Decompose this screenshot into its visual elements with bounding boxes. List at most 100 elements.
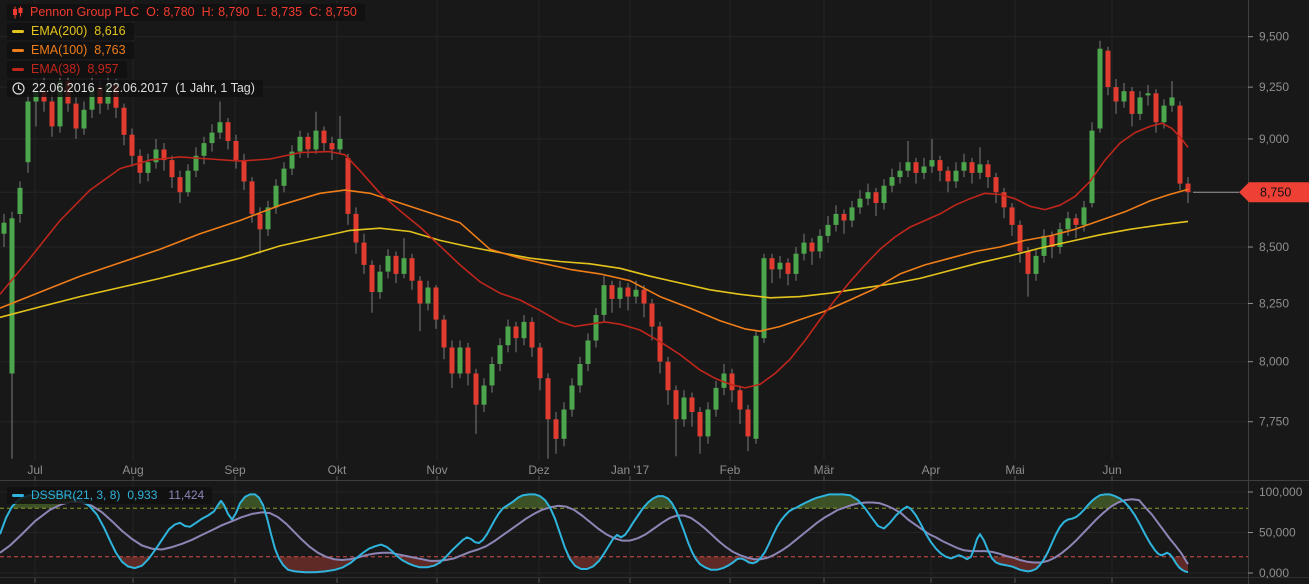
- candle: [433, 287, 439, 320]
- time-axis-label: Mai: [1005, 463, 1024, 477]
- instrument-row[interactable]: Pennon Group PLC O: 8,780 H: 8,790 L: 8,735…: [7, 4, 365, 21]
- candle: [681, 397, 687, 420]
- dssbr-legend-row[interactable]: DSSBR(21, 3, 8) 0,933 11,424: [7, 487, 213, 504]
- ema-line-100: [0, 188, 1189, 332]
- overbought-fill: [796, 494, 860, 509]
- ohlc-close: C: 8,750: [309, 5, 357, 19]
- candle: [969, 162, 975, 173]
- candle: [977, 164, 983, 173]
- last-price-tag-label: 8,750: [1260, 186, 1291, 200]
- price-axis-label: 8,500: [1259, 240, 1289, 254]
- candle: [449, 347, 455, 374]
- time-axis-label: Jul: [27, 463, 42, 477]
- candle: [873, 192, 879, 203]
- candle: [545, 378, 551, 420]
- candle: [841, 213, 847, 221]
- time-axis-label: Nov: [426, 463, 447, 477]
- candle: [633, 289, 639, 297]
- candle: [937, 160, 943, 171]
- candle: [81, 109, 87, 129]
- time-axis[interactable]: Jul Aug Sep Okt Nov Dez Jan '17 Feb Mär Apr Mai Jun: [27, 463, 1122, 583]
- candle: [145, 162, 151, 173]
- ema100-line-icon: [12, 48, 24, 52]
- candle: [321, 130, 327, 144]
- ema38-value: 8,957: [87, 62, 119, 76]
- overbought-fill: [504, 494, 548, 509]
- main-chart-legend: Pennon Group PLC O: 8,780 H: 8,790 L: 8,735…: [7, 4, 365, 97]
- ema200-legend-row[interactable]: EMA(200) 8,616: [7, 23, 134, 40]
- candle: [425, 287, 431, 304]
- candle: [1137, 97, 1143, 114]
- candle: [745, 409, 751, 437]
- candle: [553, 419, 559, 439]
- candle: [865, 192, 871, 199]
- candle: [561, 409, 567, 439]
- candle: [569, 385, 575, 410]
- ema200-label: EMA(200): [31, 24, 88, 38]
- candle: [1089, 130, 1095, 204]
- time-axis-label: Mär: [814, 463, 835, 477]
- candle: [137, 155, 143, 173]
- time-axis-label: Sep: [224, 463, 246, 477]
- candle: [1153, 93, 1159, 123]
- price-axis-label: 8,000: [1259, 355, 1289, 369]
- last-price-tag[interactable]: [1239, 182, 1309, 203]
- ema200-line-icon: [12, 29, 24, 33]
- ema100-legend-row[interactable]: EMA(100) 8,763: [7, 42, 134, 59]
- oversold-fill: [696, 556, 758, 570]
- candle: [625, 287, 631, 297]
- instrument-name: Pennon Group PLC: [30, 5, 140, 19]
- candle: [1, 222, 7, 234]
- dssbr-fast-line: [0, 493, 1189, 574]
- candle: [89, 87, 95, 110]
- clock-icon: [12, 81, 25, 95]
- candle: [921, 166, 927, 173]
- candle: [465, 347, 471, 374]
- ema-line-38: [0, 122, 1189, 389]
- candle: [689, 397, 695, 412]
- candle: [1177, 105, 1183, 184]
- ema38-label: EMA(38): [31, 62, 81, 76]
- candle: [505, 326, 511, 346]
- ema38-legend-row[interactable]: EMA(38) 8,957: [7, 61, 127, 78]
- candle: [401, 258, 407, 274]
- candle: [913, 162, 919, 173]
- dssbr-line-icon: [12, 493, 24, 497]
- candle: [393, 255, 399, 274]
- candle: [1057, 229, 1063, 247]
- candle: [729, 373, 735, 391]
- candle: [761, 258, 767, 339]
- candle: [825, 224, 831, 236]
- candle: [905, 162, 911, 171]
- date-range-row[interactable]: 22.06.2016 - 22.06.2017 (1 Jahr, 1 Tag): [7, 80, 263, 97]
- candle: [17, 187, 23, 214]
- candle: [1009, 207, 1015, 225]
- candle: [793, 253, 799, 274]
- oversold-fill: [400, 556, 442, 568]
- candle: [121, 107, 127, 135]
- ema100-value: 8,763: [94, 43, 126, 57]
- candle: [593, 315, 599, 341]
- candle: [1161, 105, 1167, 123]
- ema-line-200: [0, 220, 1189, 319]
- candle: [1025, 251, 1031, 274]
- osc-axis-label: 0,000: [1259, 566, 1289, 580]
- price-axis-label: 8,250: [1259, 297, 1289, 311]
- candle: [617, 287, 623, 299]
- candle: [577, 364, 583, 386]
- candle: [25, 101, 31, 163]
- candle: [929, 160, 935, 167]
- ohlc-high: H: 8,790: [201, 5, 250, 19]
- candle: [801, 242, 807, 254]
- candle: [881, 185, 887, 203]
- time-axis-label: Jun: [1102, 463, 1121, 477]
- candle: [777, 262, 783, 270]
- candle: [473, 373, 479, 405]
- candle: [673, 390, 679, 420]
- oversold-fill: [992, 556, 1040, 572]
- candle: [409, 258, 415, 281]
- candle: [337, 138, 343, 150]
